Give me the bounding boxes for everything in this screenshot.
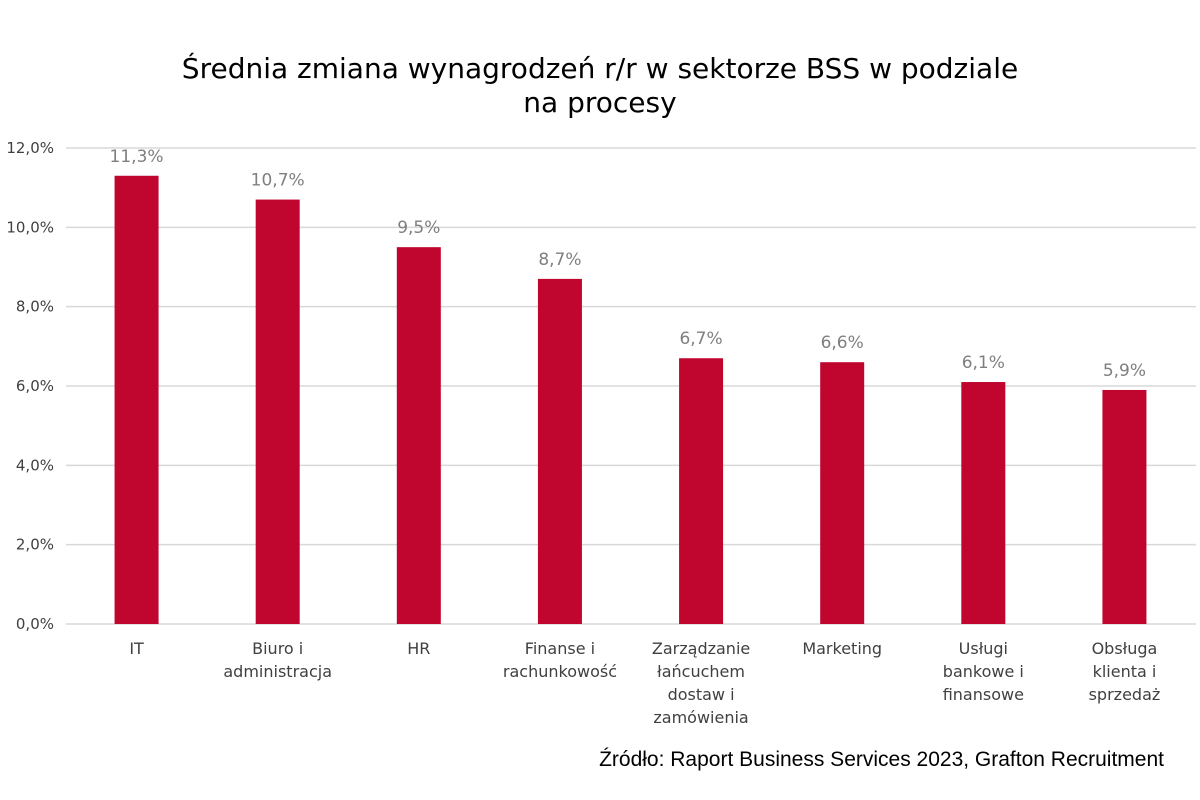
x-tick-label: HR (407, 639, 430, 658)
data-label: 10,7% (251, 171, 305, 191)
y-tick-label: 10,0% (6, 218, 54, 236)
x-tick-label: klienta i (1093, 662, 1157, 681)
x-tick-label: administracja (223, 662, 332, 681)
y-axis: 0,0% 2,0% 4,0% 6,0% 8,0% 10,0% 12,0% (6, 139, 54, 633)
x-tick-label: sprzedaż (1089, 685, 1161, 704)
bar (679, 358, 724, 624)
x-tick-label: łańcuchem (657, 662, 745, 681)
data-label: 8,7% (538, 250, 581, 270)
x-tick-label: bankowe i (943, 662, 1024, 681)
bar (114, 175, 159, 624)
x-tick-label: Biuro i (252, 639, 303, 658)
x-tick-label: Finanse i (525, 639, 595, 658)
y-tick-label: 12,0% (6, 139, 54, 157)
data-label: 6,1% (962, 353, 1005, 373)
y-tick-label: 0,0% (16, 615, 54, 633)
x-tick-label: Marketing (802, 639, 882, 658)
x-tick-label: rachunkowość (503, 662, 617, 681)
y-tick-label: 2,0% (16, 536, 54, 554)
x-axis: IT Biuro i administracja HR Finanse i rachunk… (129, 639, 1160, 727)
x-tick-label: zamówienia (653, 708, 748, 727)
data-label: 11,3% (110, 147, 164, 167)
gridlines (66, 147, 1196, 625)
data-labels: 11,3% 10,7% 9,5% 8,7% 6,7% 6,6% 6,1% 5,9% (110, 147, 1146, 381)
bar (396, 247, 441, 624)
y-tick-label: 4,0% (16, 456, 54, 474)
x-tick-label: finansowe (943, 685, 1024, 704)
x-tick-label: dostaw i (668, 685, 735, 704)
bar (820, 362, 865, 624)
y-tick-label: 8,0% (16, 298, 54, 316)
data-label: 6,6% (821, 333, 864, 353)
x-tick-label: IT (129, 639, 144, 658)
data-label: 6,7% (679, 329, 722, 349)
y-tick-label: 6,0% (16, 377, 54, 395)
bar (1102, 389, 1147, 624)
chart-title: Średnia zmiana wynagrodzeń r/r w sektorz… (182, 51, 1018, 119)
bars (114, 175, 1147, 625)
bar (255, 199, 300, 625)
data-label: 5,9% (1103, 361, 1146, 381)
bar (961, 382, 1006, 624)
data-label: 9,5% (397, 218, 440, 238)
bar (537, 278, 582, 624)
x-tick-label: Usługi (959, 639, 1008, 658)
chart-title-line: Średnia zmiana wynagrodzeń r/r w sektorz… (182, 51, 1018, 85)
chart-title-line: na procesy (523, 86, 676, 119)
source-note: Źródło: Raport Business Services 2023, G… (599, 748, 1164, 771)
x-tick-label: Zarządzanie (652, 639, 750, 658)
x-tick-label: Obsługa (1092, 639, 1158, 658)
